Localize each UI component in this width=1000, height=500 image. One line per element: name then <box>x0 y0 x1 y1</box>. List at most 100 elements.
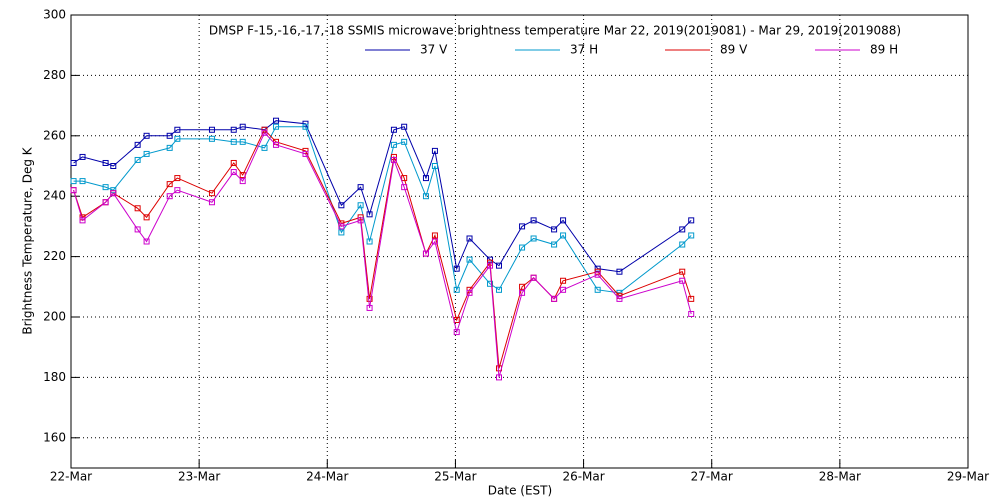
point-marker <box>70 187 77 194</box>
point-marker <box>143 150 150 157</box>
point-marker <box>366 304 373 311</box>
x-tick-label: 28-Mar <box>819 470 861 484</box>
point-marker <box>230 138 237 145</box>
series-line <box>73 128 692 369</box>
point-marker <box>560 286 567 293</box>
point-marker <box>530 217 537 224</box>
point-marker <box>453 286 460 293</box>
point-marker <box>422 250 429 257</box>
point-marker <box>239 123 246 130</box>
point-marker <box>431 163 438 169</box>
point-marker <box>688 232 695 239</box>
x-tick-label: 26-Mar <box>562 470 604 484</box>
y-tick-label: 260 <box>43 128 66 142</box>
point-marker <box>357 184 364 191</box>
point-marker <box>261 129 268 136</box>
point-marker <box>487 280 494 287</box>
point-marker <box>679 268 686 275</box>
point-marker <box>453 265 460 272</box>
point-marker <box>401 138 408 145</box>
point-marker <box>679 226 686 233</box>
series-line <box>73 131 692 378</box>
point-marker <box>239 178 246 185</box>
point-marker <box>102 159 109 166</box>
point-marker <box>551 295 558 302</box>
point-marker <box>70 159 77 166</box>
point-marker <box>530 274 537 281</box>
point-marker <box>208 199 215 206</box>
point-marker <box>495 286 502 293</box>
chart-title: DMSP F-15,-16,-17,-18 SSMIS microwave br… <box>209 24 901 38</box>
point-marker <box>519 289 526 296</box>
point-marker <box>401 184 408 191</box>
point-marker <box>261 144 268 151</box>
legend-label: 89 H <box>870 43 898 57</box>
point-marker <box>594 286 601 293</box>
point-marker <box>174 126 181 133</box>
point-marker <box>594 265 601 272</box>
point-marker <box>338 223 345 230</box>
point-marker <box>143 132 150 139</box>
point-marker <box>230 126 237 133</box>
y-tick-label: 160 <box>43 430 66 444</box>
point-marker <box>239 138 246 145</box>
point-marker <box>273 117 280 124</box>
point-marker <box>366 295 373 302</box>
point-marker <box>134 156 141 163</box>
point-marker <box>110 163 117 169</box>
point-marker <box>616 295 623 302</box>
point-marker <box>688 295 695 302</box>
series-line <box>73 126 692 294</box>
point-marker <box>679 277 686 284</box>
point-marker <box>166 132 173 139</box>
point-marker <box>357 202 364 209</box>
point-marker <box>102 184 109 191</box>
point-marker <box>466 289 473 296</box>
point-marker <box>338 202 345 209</box>
x-tick-label: 27-Mar <box>691 470 733 484</box>
y-tick-label: 180 <box>43 370 66 384</box>
point-marker <box>679 241 686 248</box>
point-marker <box>366 211 373 218</box>
point-marker <box>166 193 173 200</box>
point-marker <box>594 271 601 278</box>
x-tick-label: 25-Mar <box>434 470 476 484</box>
point-marker <box>453 329 460 336</box>
point-marker <box>519 223 526 230</box>
point-marker <box>302 120 309 127</box>
point-marker <box>390 141 397 148</box>
point-marker <box>208 135 215 142</box>
point-marker <box>495 374 502 381</box>
legend-label: 37 H <box>570 43 598 57</box>
point-marker <box>79 217 86 224</box>
point-marker <box>422 175 429 182</box>
y-tick-label: 280 <box>43 68 66 82</box>
point-marker <box>519 283 526 290</box>
point-marker <box>102 199 109 206</box>
legend-label: 37 V <box>420 43 448 57</box>
y-axis-label: Brightness Temperature, Deg K <box>21 146 35 334</box>
point-marker <box>390 126 397 133</box>
point-marker <box>174 135 181 142</box>
point-marker <box>143 238 150 245</box>
y-tick-label: 200 <box>43 310 66 324</box>
point-marker <box>466 256 473 263</box>
x-tick-label: 23-Mar <box>178 470 220 484</box>
point-marker <box>302 123 309 130</box>
point-marker <box>466 235 473 242</box>
x-axis-label: Date (EST) <box>488 484 552 498</box>
point-marker <box>495 262 502 269</box>
point-marker <box>422 193 429 200</box>
y-tick-label: 240 <box>43 189 66 203</box>
legend-label: 89 V <box>720 43 748 57</box>
point-marker <box>390 156 397 163</box>
series-line <box>73 120 692 273</box>
point-marker <box>487 262 494 269</box>
x-tick-label: 24-Mar <box>306 470 348 484</box>
point-marker <box>79 153 86 160</box>
point-marker <box>166 144 173 151</box>
point-marker <box>688 310 695 317</box>
point-marker <box>273 141 280 148</box>
point-marker <box>70 178 77 185</box>
